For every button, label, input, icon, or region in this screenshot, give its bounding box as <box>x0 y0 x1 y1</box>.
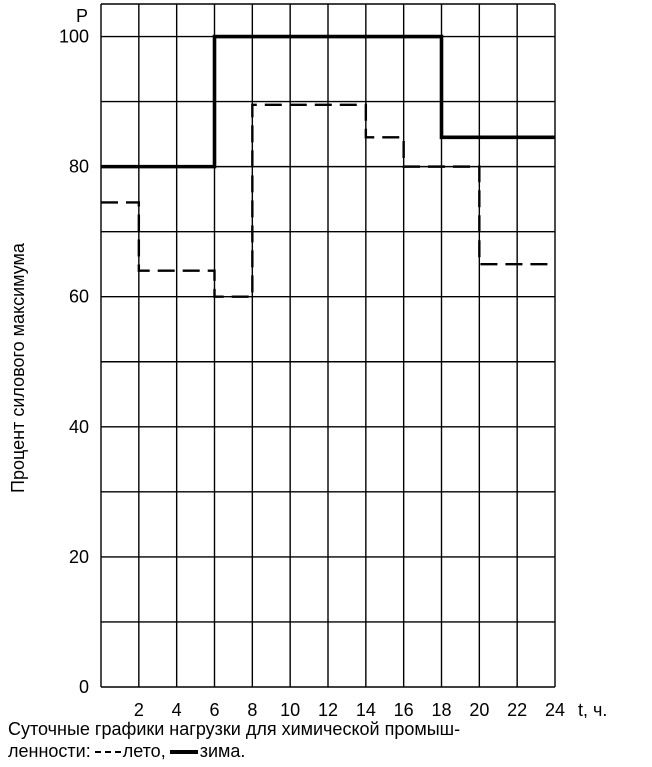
x-tick-label-14: 14 <box>356 700 376 718</box>
x-tick-label-2: 2 <box>134 700 144 718</box>
x-tick-labels: 2 4 6 8 10 12 14 16 18 20 22 24 <box>134 700 565 718</box>
y-tick-labels: 0 20 40 60 80 100 <box>59 27 89 697</box>
x-tick-label-4: 4 <box>172 700 182 718</box>
series-layer <box>101 34 555 298</box>
x-tick-label-20: 20 <box>469 700 489 718</box>
x-tick-label-16: 16 <box>394 700 414 718</box>
grid <box>100 3 556 688</box>
chart-caption: Суточные графики нагрузки для химической… <box>8 718 648 762</box>
legend-solid-swatch <box>169 750 198 755</box>
x-tick-label-18: 18 <box>431 700 451 718</box>
legend-label-winter: зима <box>199 741 241 761</box>
y-tick-label-60: 60 <box>69 287 89 307</box>
caption-line-2: ленности: лето, зима. <box>8 741 246 761</box>
x-tick-label-12: 12 <box>318 700 338 718</box>
series-line-1 <box>101 34 555 169</box>
x-tick-label-24: 24 <box>545 700 565 718</box>
caption-line-2-text: ленности: <box>8 741 91 761</box>
x-axis-label: t, ч. <box>578 700 607 718</box>
x-tick-label-22: 22 <box>507 700 527 718</box>
y-axis-label: Процент силового максимума <box>8 242 28 493</box>
y-tick-label-100: 100 <box>59 27 89 47</box>
y-axis-letter: Р <box>76 6 88 26</box>
x-tick-label-6: 6 <box>209 700 219 718</box>
x-tick-label-8: 8 <box>247 700 257 718</box>
x-tick-label-10: 10 <box>280 700 300 718</box>
caption-line-1: Суточные графики нагрузки для химической… <box>8 719 461 739</box>
series-line-0 <box>101 103 555 298</box>
y-tick-label-0: 0 <box>79 677 89 697</box>
y-tick-label-80: 80 <box>69 157 89 177</box>
y-tick-label-20: 20 <box>69 547 89 567</box>
legend-dashed-swatch <box>94 751 121 754</box>
legend-label-summer: лето <box>122 741 161 761</box>
y-tick-label-40: 40 <box>69 417 89 437</box>
